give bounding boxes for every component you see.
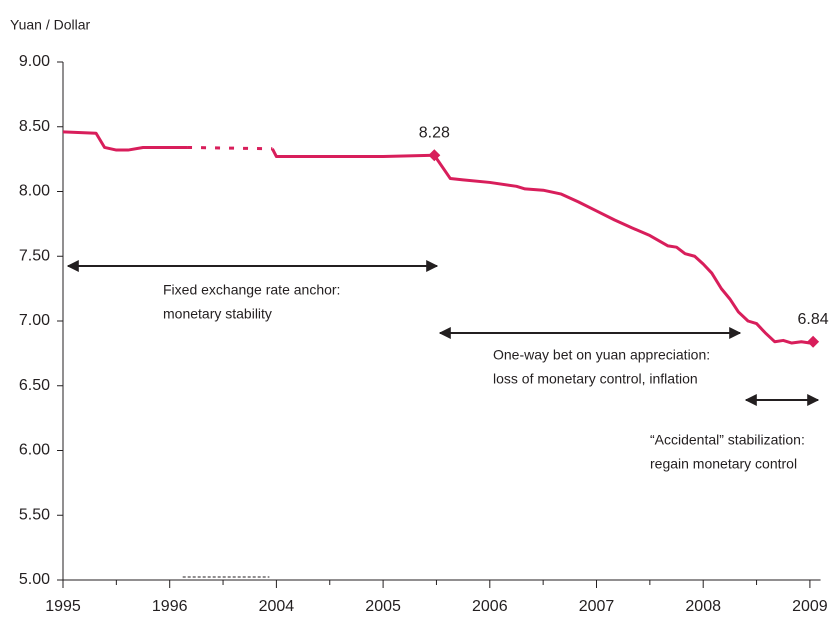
x-tick-label: 2004	[259, 598, 295, 615]
y-tick-label: 8.50	[19, 118, 50, 135]
highlight-label: 6.84	[798, 311, 829, 328]
y-tick-label: 9.00	[19, 53, 50, 70]
highlight-marker	[807, 335, 820, 348]
x-tick-label: 2005	[365, 598, 401, 615]
line-dotted	[187, 145, 273, 151]
x-tick-label: 1995	[45, 598, 81, 615]
y-tick-label: 7.50	[19, 247, 50, 264]
x-tick-label: 2008	[685, 598, 721, 615]
x-tick-label: 1996	[152, 598, 188, 615]
x-tick-label: 2009	[792, 598, 828, 615]
y-tick-label: 7.00	[19, 312, 50, 329]
y-tick-label: 6.50	[19, 377, 50, 394]
annotation: One-way bet on yuan appreciation:	[493, 347, 710, 363]
line	[62, 130, 188, 152]
highlight-marker	[428, 149, 441, 162]
annotation: regain monetary control	[650, 456, 797, 472]
annotation: Fixed exchange rate anchor:	[163, 282, 340, 298]
y-tick-label: 8.00	[19, 183, 50, 200]
y-tick-label: 6.00	[19, 442, 50, 459]
highlight-label: 8.28	[419, 124, 450, 141]
y-tick-label: 5.00	[19, 571, 50, 588]
x-tick-label: 2007	[579, 598, 615, 615]
annotation: “Accidental” stabilization:	[650, 432, 805, 448]
annotation: loss of monetary control, inflation	[493, 371, 698, 387]
x-tick-label: 2006	[472, 598, 508, 615]
line	[271, 148, 814, 345]
y-tick-label: 5.50	[19, 506, 50, 523]
y-axis-label: Yuan / Dollar	[10, 17, 90, 33]
annotation: monetary stability	[163, 306, 272, 322]
